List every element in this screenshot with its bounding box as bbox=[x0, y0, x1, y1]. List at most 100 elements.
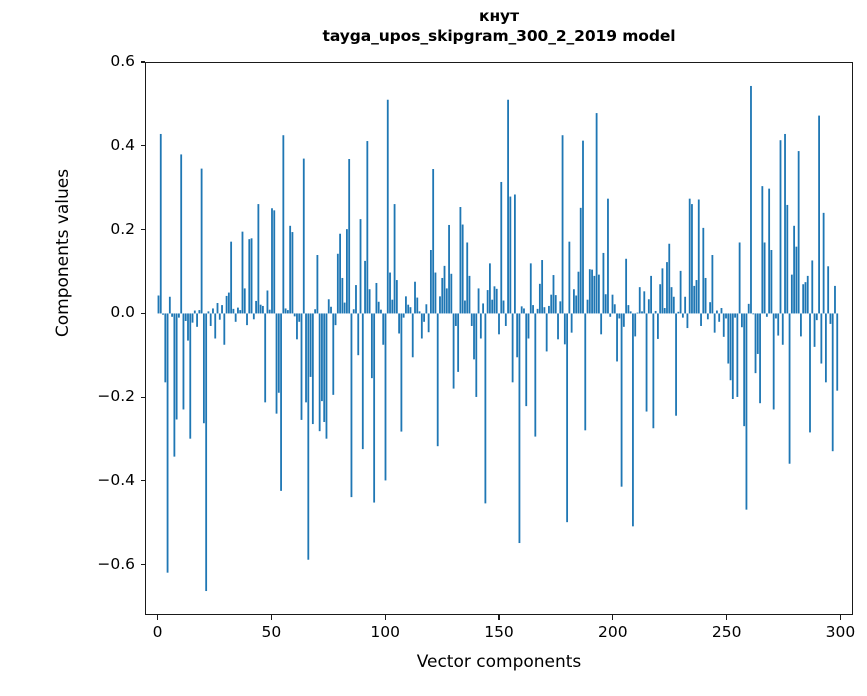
bar bbox=[230, 241, 233, 314]
bar bbox=[536, 308, 539, 314]
bar bbox=[393, 204, 396, 314]
bar bbox=[625, 258, 628, 314]
bar bbox=[409, 307, 412, 314]
y-tick-label: −0.6 bbox=[97, 554, 135, 573]
y-tick-mark bbox=[140, 480, 145, 482]
bar bbox=[575, 295, 578, 314]
bar bbox=[570, 313, 573, 333]
bar bbox=[654, 310, 657, 314]
bar bbox=[638, 287, 641, 314]
bar bbox=[178, 313, 180, 318]
bar bbox=[525, 313, 528, 407]
y-tick-mark bbox=[140, 396, 145, 398]
bar bbox=[266, 290, 269, 314]
bar bbox=[432, 169, 435, 314]
bar bbox=[502, 300, 505, 314]
bar bbox=[416, 297, 419, 314]
bar bbox=[486, 290, 489, 314]
bar bbox=[804, 282, 807, 314]
bar bbox=[784, 133, 786, 314]
bar bbox=[366, 141, 369, 314]
bar bbox=[609, 313, 612, 317]
y-axis-label: Components values bbox=[53, 168, 73, 338]
bar bbox=[495, 288, 498, 314]
bar bbox=[189, 313, 192, 439]
bar bbox=[645, 313, 648, 412]
x-tick-label: 250 bbox=[711, 623, 742, 641]
bar bbox=[246, 313, 248, 326]
y-tick-mark bbox=[140, 61, 145, 63]
bar bbox=[727, 313, 730, 364]
bar bbox=[268, 309, 271, 314]
bar bbox=[248, 239, 251, 314]
bar bbox=[414, 281, 416, 314]
bar bbox=[677, 311, 680, 314]
bar bbox=[321, 313, 323, 402]
y-tick-mark bbox=[140, 229, 145, 231]
bar bbox=[620, 313, 623, 487]
bar bbox=[693, 285, 696, 314]
bar bbox=[355, 285, 357, 314]
bar bbox=[643, 291, 646, 314]
bar bbox=[180, 154, 183, 314]
bar bbox=[187, 313, 189, 341]
bar bbox=[756, 313, 759, 354]
bar bbox=[439, 296, 441, 314]
bar bbox=[466, 242, 469, 314]
bar bbox=[316, 255, 319, 314]
bar bbox=[207, 311, 210, 314]
bar bbox=[205, 313, 208, 592]
bar bbox=[348, 159, 351, 314]
bar bbox=[443, 265, 446, 314]
bar bbox=[250, 238, 253, 314]
bar bbox=[314, 309, 317, 314]
bar bbox=[162, 313, 164, 315]
bar bbox=[489, 263, 491, 314]
y-tick-label: 0.2 bbox=[110, 219, 135, 238]
bar bbox=[793, 225, 796, 314]
bar bbox=[700, 313, 702, 326]
bar bbox=[681, 313, 684, 318]
bar bbox=[772, 313, 775, 410]
bar bbox=[788, 313, 791, 464]
bar bbox=[815, 313, 818, 321]
bar bbox=[806, 275, 809, 314]
bar bbox=[777, 313, 780, 336]
bar bbox=[227, 292, 230, 314]
bar bbox=[159, 133, 162, 314]
bar bbox=[670, 287, 673, 314]
bar bbox=[779, 140, 782, 314]
bar bbox=[618, 313, 621, 319]
bar bbox=[425, 304, 428, 314]
bar bbox=[513, 194, 516, 314]
bar bbox=[157, 295, 160, 314]
bar bbox=[382, 313, 385, 345]
bar bbox=[545, 313, 548, 352]
bar bbox=[173, 313, 176, 457]
bar bbox=[797, 151, 800, 314]
bar bbox=[377, 301, 380, 314]
bar bbox=[600, 313, 603, 335]
bar bbox=[277, 313, 280, 393]
bar bbox=[350, 313, 353, 498]
bar bbox=[341, 277, 344, 314]
x-tick-label: 150 bbox=[484, 623, 514, 641]
bar bbox=[468, 275, 471, 314]
bar bbox=[629, 311, 632, 314]
bar bbox=[811, 260, 814, 314]
bar bbox=[740, 313, 743, 328]
bar bbox=[275, 313, 278, 414]
y-tick-mark bbox=[140, 564, 145, 566]
bar bbox=[597, 274, 600, 314]
x-tick-mark bbox=[270, 615, 272, 620]
bar bbox=[765, 313, 768, 317]
x-tick-label: 50 bbox=[261, 623, 282, 641]
bar bbox=[300, 313, 303, 420]
bar bbox=[218, 313, 221, 320]
bar bbox=[405, 296, 407, 314]
bar bbox=[479, 313, 482, 339]
bar bbox=[666, 262, 668, 314]
bar bbox=[352, 309, 355, 314]
bar bbox=[368, 289, 371, 314]
bar bbox=[202, 313, 205, 424]
